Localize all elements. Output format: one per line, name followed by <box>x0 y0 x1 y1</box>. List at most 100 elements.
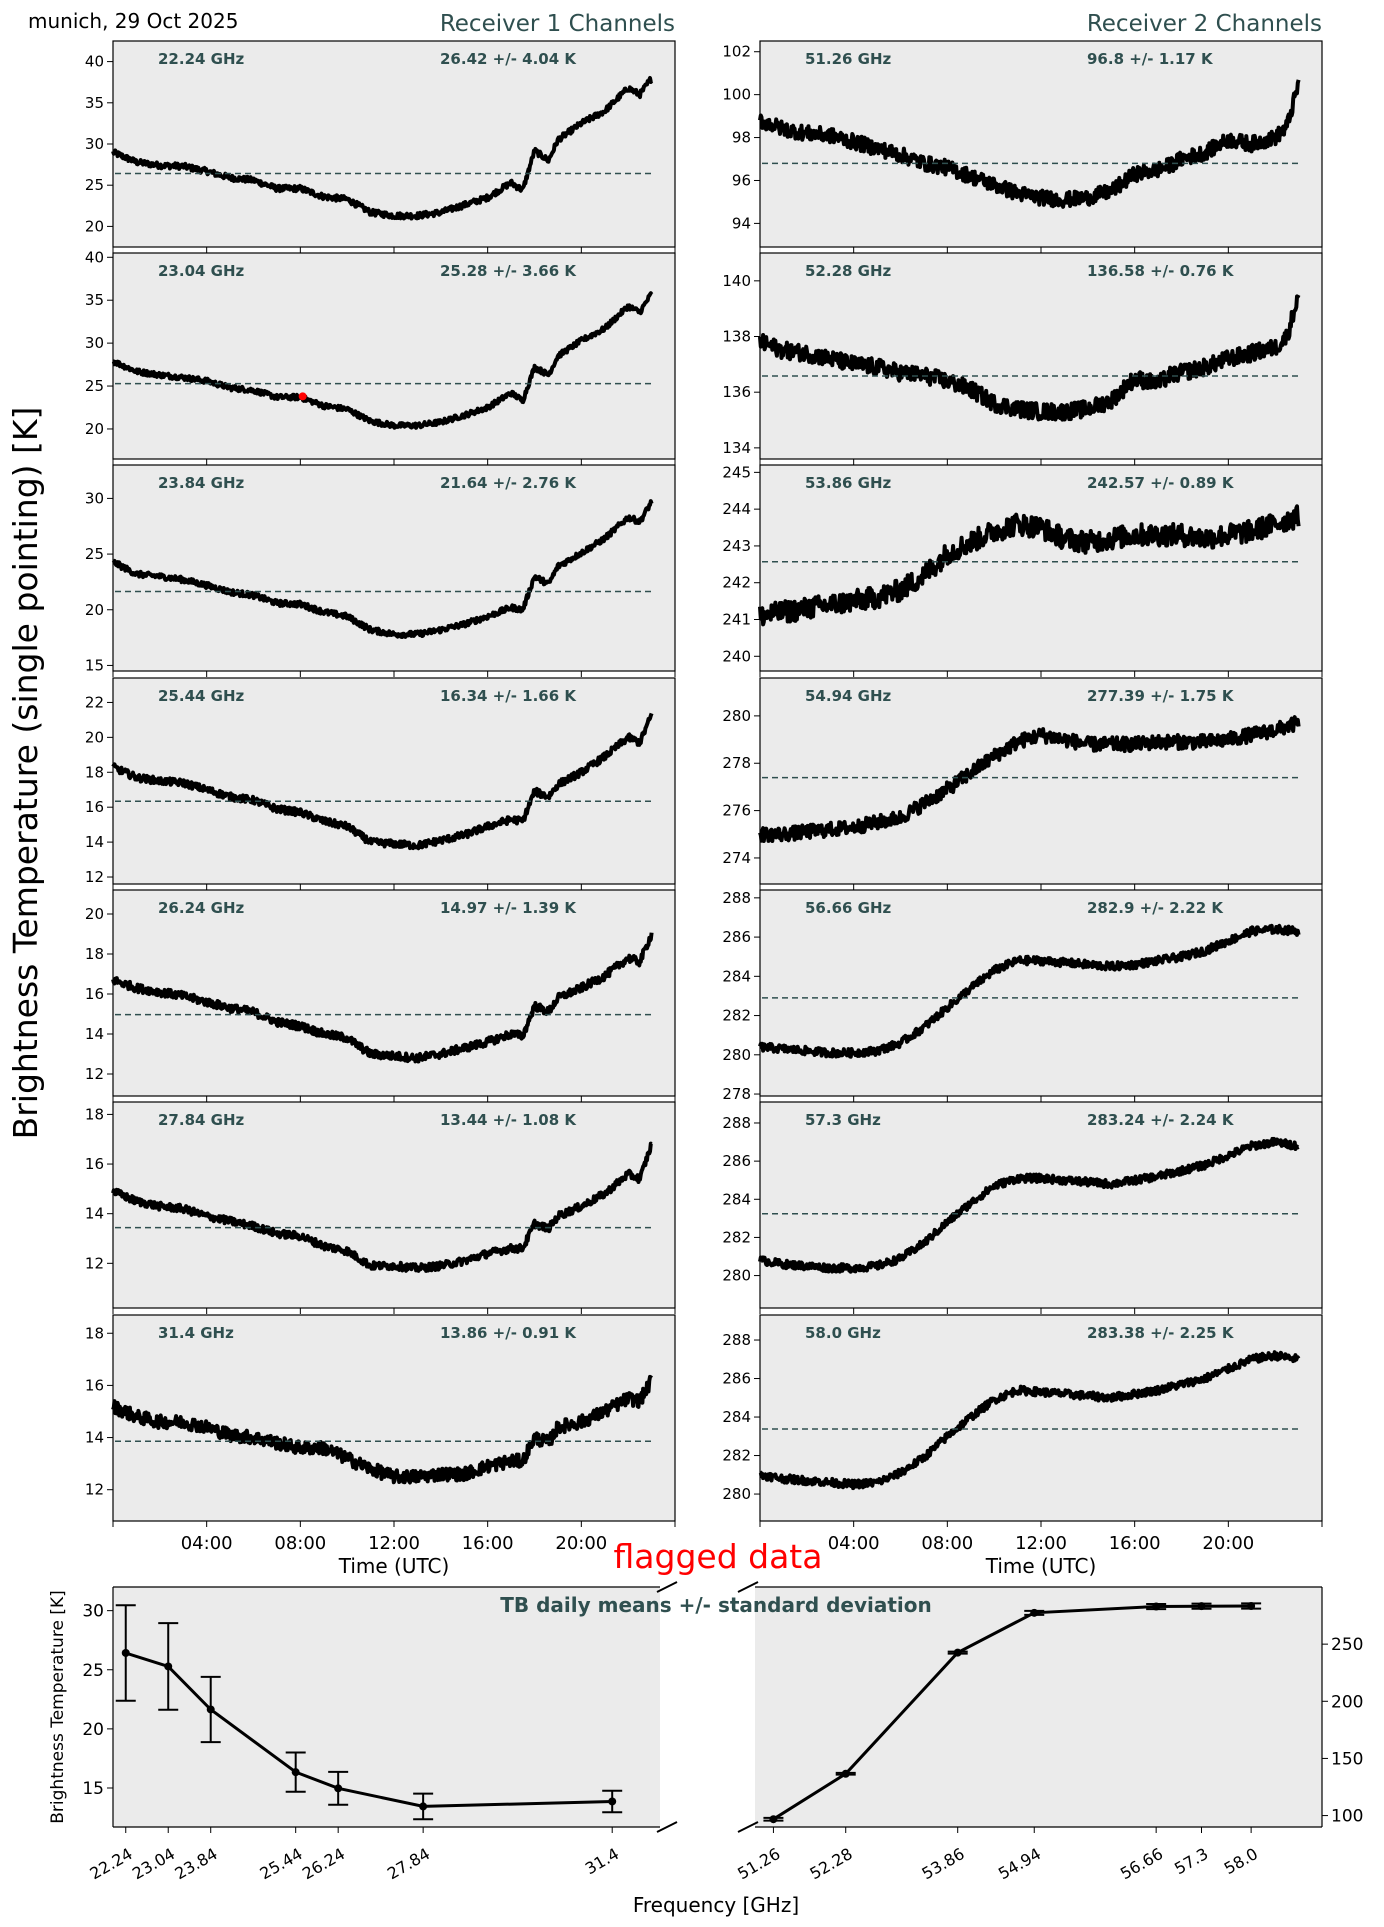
mean-point <box>1152 1602 1161 1611</box>
channel-panel: 15 20 25 30 23.84 GHz 21.64 +/- 2.76 K <box>85 464 676 677</box>
y-tick-label: 35 <box>85 291 104 309</box>
panel-axes-frame <box>112 889 676 1097</box>
summary-y-tick-label: 100 <box>1331 1807 1363 1827</box>
channel-label: 31.4 GHz <box>158 1324 234 1342</box>
summary-x-tick-label: 23.04 <box>129 1844 178 1883</box>
summary-left-axes-bg <box>113 1587 660 1827</box>
channel-panel: 280 282 284 286 288 57.3 GHz 283.24 +/- 2.24 K <box>722 1101 1323 1314</box>
stats-label: 283.24 +/- 2.24 K <box>1087 1111 1235 1129</box>
y-tick-label: 25 <box>85 545 104 563</box>
y-tick-label: 134 <box>722 439 751 457</box>
y-tick-label: 282 <box>722 1447 751 1465</box>
stats-label: 21.64 +/- 2.76 K <box>440 474 577 492</box>
channel-panel: 278 280 282 284 286 288 56.66 GHz 282.9 +/- 2.2… <box>722 889 1323 1103</box>
timeseries-line <box>758 504 1301 627</box>
y-tick-label: 280 <box>722 1485 751 1503</box>
time-tick-label: 08:00 <box>274 1533 326 1554</box>
y-tick-label: 245 <box>722 463 751 481</box>
y-tick-label: 94 <box>732 214 751 232</box>
time-tick-label: 20:00 <box>1202 1533 1254 1554</box>
y-tick-label: 12 <box>85 868 104 886</box>
timeseries-line <box>111 76 654 221</box>
summary-x-tick-label: 58.0 <box>1221 1844 1261 1878</box>
y-tick-label: 16 <box>85 1155 104 1173</box>
stats-label: 16.34 +/- 1.66 K <box>440 687 577 705</box>
mean-point <box>206 1705 215 1714</box>
y-tick-label: 14 <box>85 1429 104 1447</box>
y-tick-label: 280 <box>722 707 751 725</box>
y-tick-label: 286 <box>722 928 751 946</box>
y-tick-label: 20 <box>85 601 104 619</box>
channel-label: 53.86 GHz <box>805 474 892 492</box>
summary-y-tick-label: 15 <box>82 1779 104 1799</box>
summary-y-tick-label: 250 <box>1331 1635 1363 1655</box>
channel-panel: 12 14 16 18 27.84 GHz 13.44 +/- 1.08 K <box>85 1101 676 1314</box>
stats-label: 277.39 +/- 1.75 K <box>1087 687 1235 705</box>
channel-panel: 134 136 138 140 52.28 GHz 136.58 +/- 0.76 K <box>722 252 1323 465</box>
timeseries-line <box>758 294 1301 422</box>
channel-label: 27.84 GHz <box>158 1111 245 1129</box>
time-tick-label: 08:00 <box>921 1533 973 1554</box>
y-tick-label: 20 <box>85 728 104 746</box>
summary-xlabel: Frequency [GHz] <box>633 1893 799 1917</box>
y-tick-label: 140 <box>722 272 751 290</box>
stats-label: 26.42 +/- 4.04 K <box>440 50 577 68</box>
panel-axes-frame <box>112 677 676 885</box>
summary-y-tick-label: 20 <box>82 1720 104 1740</box>
y-tick-label: 278 <box>722 1085 751 1103</box>
mean-point <box>121 1648 130 1657</box>
time-tick-label: 16:00 <box>462 1533 514 1554</box>
time-xlabel-left: Time (UTC) <box>338 1554 450 1578</box>
y-tick-label: 284 <box>722 1408 751 1426</box>
y-tick-label: 243 <box>722 537 751 555</box>
global-ylabel: Brightness Temperature (single pointing)… <box>6 407 45 1140</box>
y-tick-label: 288 <box>722 889 751 907</box>
y-tick-label: 241 <box>722 611 751 629</box>
channel-panel: 280 282 284 286 288 58.0 GHz 283.38 +/- 2.25 K <box>722 1314 1323 1527</box>
y-tick-label: 20 <box>85 217 104 235</box>
y-tick-label: 100 <box>722 86 751 104</box>
channel-panel: 20 25 30 35 40 23.04 GHz 25.28 +/- 3.66 K <box>85 248 676 465</box>
panel-axes-frame <box>759 889 1323 1097</box>
timeseries-line <box>111 1374 654 1485</box>
channel-panel: 274 276 278 280 54.94 GHz 277.39 +/- 1.75 K <box>722 677 1323 890</box>
stats-label: 282.9 +/- 2.22 K <box>1087 899 1224 917</box>
channel-label: 26.24 GHz <box>158 899 245 917</box>
y-tick-label: 14 <box>85 833 104 851</box>
channel-panels: 20 25 30 35 40 22.24 GHz 26.42 +/- 4.04 K 20 25 3… <box>85 40 1323 1527</box>
channel-label: 52.28 GHz <box>805 262 892 280</box>
summary-x-tick-label: 54.94 <box>995 1844 1044 1883</box>
summary-x-tick-label: 26.24 <box>299 1844 348 1883</box>
y-tick-label: 284 <box>722 1190 751 1208</box>
mean-point <box>1247 1601 1256 1610</box>
summary-y-tick-label: 30 <box>82 1602 104 1622</box>
timeseries-line <box>758 715 1301 843</box>
axis-break-mark <box>737 1821 759 1833</box>
stats-label: 25.28 +/- 3.66 K <box>440 262 577 280</box>
y-tick-label: 240 <box>722 647 751 665</box>
time-tick-label: 04:00 <box>828 1533 880 1554</box>
y-tick-label: 98 <box>732 129 751 147</box>
y-tick-label: 22 <box>85 693 104 711</box>
mean-point <box>291 1768 300 1777</box>
y-tick-label: 136 <box>722 383 751 401</box>
channel-label: 22.24 GHz <box>158 50 245 68</box>
y-tick-label: 284 <box>722 967 751 985</box>
y-tick-label: 16 <box>85 798 104 816</box>
stats-label: 242.57 +/- 0.89 K <box>1087 474 1235 492</box>
summary-ylabel: Brightness Temperature [K] <box>48 1590 68 1823</box>
axis-break-mark <box>656 1821 678 1833</box>
mean-point <box>419 1802 428 1811</box>
time-tick-label: 20:00 <box>555 1533 607 1554</box>
y-tick-label: 18 <box>85 945 104 963</box>
timeseries-line <box>111 499 654 639</box>
timeseries-line <box>758 1350 1301 1491</box>
channel-label: 25.44 GHz <box>158 687 245 705</box>
mean-point <box>953 1648 962 1657</box>
flagged-point <box>298 392 307 401</box>
axis-break-mark <box>737 1581 759 1593</box>
receiver2-title: Receiver 2 Channels <box>1087 11 1322 37</box>
mean-point <box>164 1662 173 1671</box>
timeseries-line <box>111 932 654 1064</box>
